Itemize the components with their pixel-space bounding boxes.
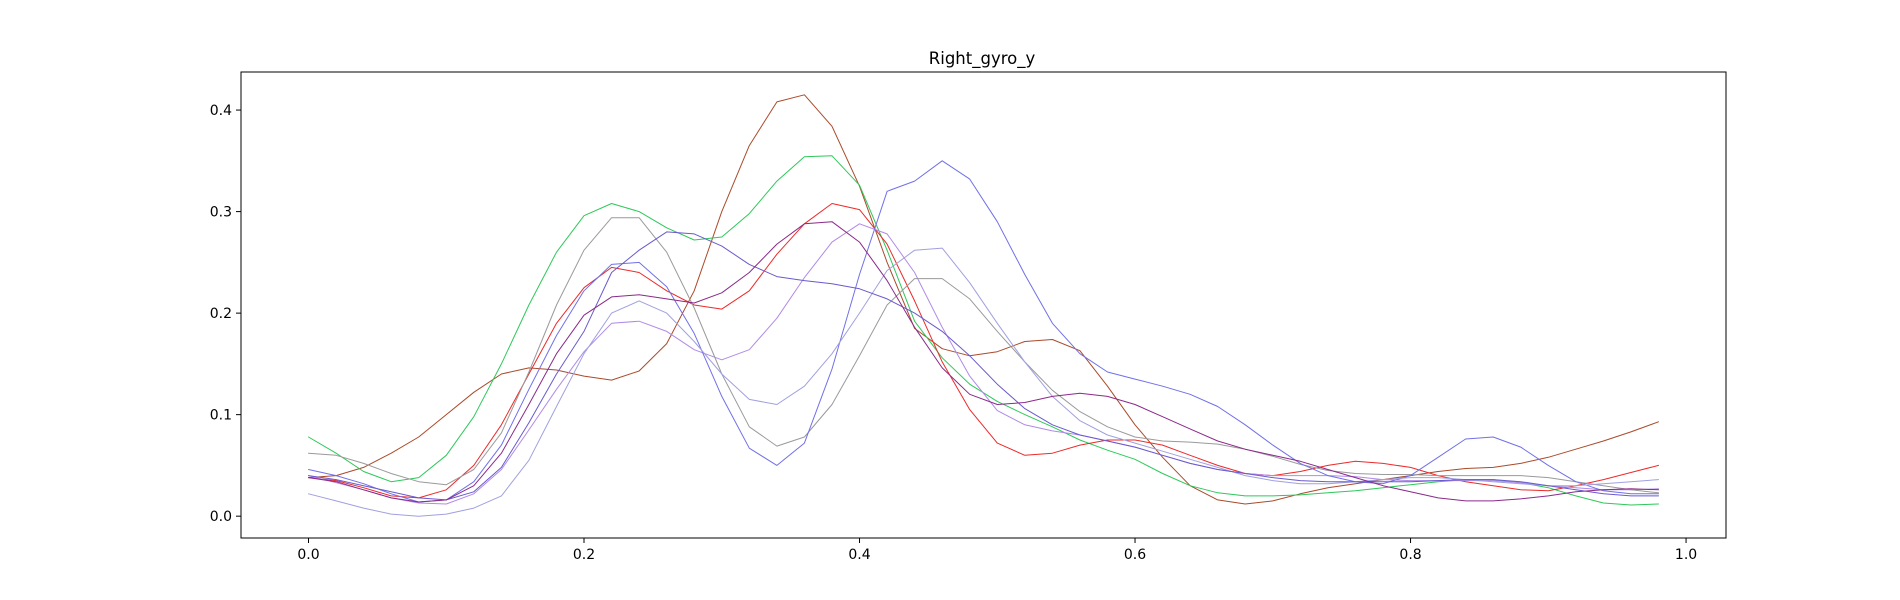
x-tick-label: 0.8: [1399, 547, 1421, 563]
y-tick-label: 0.4: [210, 103, 232, 119]
series-line-1: [308, 94, 1659, 505]
y-tick-label: 0.0: [210, 509, 232, 525]
series-line-9: [308, 221, 1659, 503]
y-tick-label: 0.1: [210, 408, 232, 424]
series-line-8: [308, 231, 1659, 501]
x-tick-label: 0.6: [1124, 547, 1146, 563]
x-tick-label: 0.0: [297, 547, 319, 563]
series-line-6: [308, 160, 1659, 503]
x-tick-label: 0.4: [848, 547, 870, 563]
y-axis: 0.0 0.1 0.2 0.3 0.4: [210, 103, 241, 525]
x-axis: 0.0 0.2 0.4 0.6 0.8 1.0: [297, 538, 1697, 563]
series-layer: [308, 94, 1659, 517]
series-line-7: [308, 247, 1659, 517]
x-tick-label: 1.0: [1675, 547, 1697, 563]
y-tick-label: 0.2: [210, 306, 232, 322]
y-tick-label: 0.3: [210, 205, 232, 221]
series-line-5: [308, 217, 1659, 494]
plot-frame: [240, 71, 1727, 539]
series-line-3: [308, 203, 1659, 499]
x-tick-label: 0.2: [573, 547, 595, 563]
chart-title: Right_gyro_y: [929, 49, 1036, 69]
